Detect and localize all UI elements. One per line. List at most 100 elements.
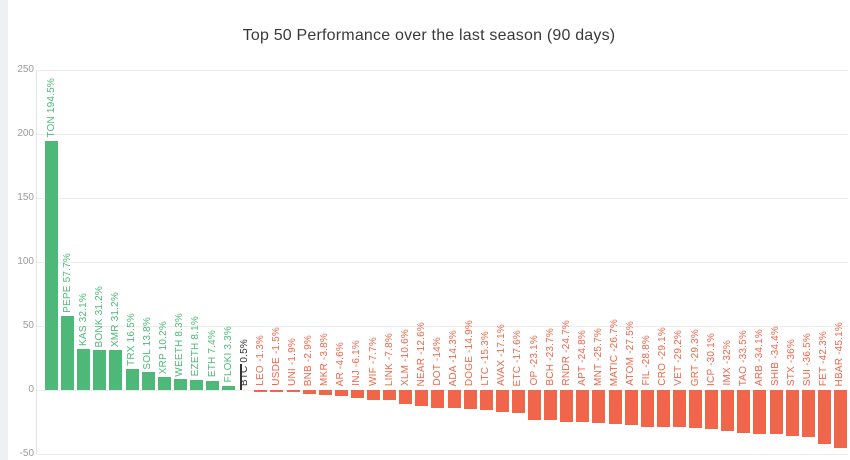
bar-grt[interactable] [689, 390, 702, 428]
bar-trx[interactable] [125, 368, 139, 390]
bar-etc[interactable] [511, 390, 525, 413]
bar-ar[interactable] [334, 390, 348, 396]
bar-wif[interactable] [367, 390, 380, 400]
bar-hbar[interactable] [833, 390, 847, 448]
bar-mnt[interactable] [592, 390, 606, 423]
bar-weeth[interactable] [173, 379, 187, 390]
bar-label-wif: WIF -7.7% [367, 336, 379, 386]
bar-bnb[interactable] [302, 390, 316, 394]
bar-arb[interactable] [753, 390, 767, 434]
bar-label-mkr: MKR -3.8% [319, 333, 331, 386]
bar-label-fil: FIL -28.8% [641, 335, 653, 386]
bar-label-mnt: MNT -25.7% [592, 328, 604, 386]
bar-label-near: NEAR -12.6% [415, 321, 427, 386]
bar-label-link: LINK -7.8% [383, 332, 395, 386]
bar-sui[interactable] [801, 390, 815, 437]
bar-label-dot: DOT -14% [431, 337, 443, 386]
y-axis-tick: 150 [17, 192, 34, 203]
chart-card: Top 50 Performance over the last season … [8, 0, 850, 460]
bar-fet[interactable] [817, 390, 831, 445]
bar-label-op: OP -23.1% [528, 335, 540, 386]
gridline [37, 134, 848, 135]
bar-label-bnb: BNB -2.9% [303, 334, 315, 386]
y-axis-tick: 250 [17, 64, 34, 75]
bar-label-bonk: BONK 31.2% [93, 285, 105, 348]
y-axis-tick: 100 [17, 256, 34, 267]
bar-doge[interactable] [463, 390, 477, 410]
bar-xrp[interactable] [157, 376, 171, 390]
bar-ton[interactable] [45, 141, 58, 390]
bar-label-ezeth: EZETH 8.1% [190, 316, 202, 377]
bar-avax[interactable] [495, 390, 509, 412]
bar-label-weeth: WEETH 8.3% [174, 312, 186, 377]
bar-label-eth: ETH 7.4% [206, 330, 218, 378]
bar-usde[interactable] [270, 390, 284, 392]
bar-icp[interactable] [705, 390, 719, 429]
y-axis-tick: 50 [22, 320, 34, 331]
bar-ltc[interactable] [479, 390, 493, 410]
bar-label-ltc: LTC -15.3% [480, 331, 492, 386]
btc-benchmark-marker [239, 364, 242, 390]
bar-label-trx: TRX 16.5% [126, 312, 137, 366]
bar-cro[interactable] [656, 390, 670, 428]
bar-label-imx: IMX -32% [721, 340, 733, 386]
chart-title: Top 50 Performance over the last season … [242, 27, 616, 44]
bar-label-ar: AR -4.6% [335, 341, 347, 386]
bar-matic[interactable] [608, 390, 622, 425]
bar-shib[interactable] [769, 390, 783, 435]
bar-floki[interactable] [222, 385, 236, 390]
bar-sol[interactable] [141, 372, 155, 390]
bar-bonk[interactable] [93, 350, 107, 390]
gridline [37, 454, 848, 455]
bar-label-pepe: PEPE 57.7% [61, 253, 73, 314]
bar-vet[interactable] [672, 390, 686, 428]
bar-label-xrp: XRP 10.2% [158, 320, 170, 374]
gridline [37, 262, 848, 263]
bar-label-arb: ARB -34.1% [753, 328, 765, 386]
bar-stx[interactable] [785, 390, 799, 437]
bar-pepe[interactable] [61, 316, 75, 390]
bar-imx[interactable] [721, 390, 735, 431]
bar-fil[interactable] [640, 390, 654, 427]
bar-label-inj: INJ -6.1% [351, 340, 363, 386]
bar-op[interactable] [528, 390, 541, 420]
bar-near[interactable] [415, 390, 429, 407]
bar-kas[interactable] [77, 348, 91, 390]
bar-label-vet: VET -29.2% [673, 330, 685, 386]
bar-inj[interactable] [350, 390, 364, 398]
bar-label-avax: AVAX -17.1% [496, 324, 508, 386]
bar-bch[interactable] [544, 390, 558, 421]
bar-xmr[interactable] [109, 350, 123, 390]
bar-link[interactable] [383, 390, 397, 400]
bar-label-stx: STX -36% [786, 338, 798, 386]
bar-eth[interactable] [206, 380, 219, 390]
bar-label-usde: USDE -1.5% [270, 327, 282, 386]
bar-tao[interactable] [737, 390, 751, 433]
bar-leo[interactable] [254, 390, 268, 392]
bar-ezeth[interactable] [189, 379, 203, 390]
y-axis-line [36, 70, 37, 454]
bar-label-fet: FET -42.3% [818, 330, 830, 386]
bar-label-ton: TON 194.5% [45, 78, 57, 139]
bar-uni[interactable] [286, 390, 300, 393]
bar-label-ada: ADA -14.3% [448, 329, 459, 386]
bar-label-grt: GRT -29.3% [689, 328, 701, 386]
bar-label-tao: TAO -33.5% [737, 329, 749, 386]
bar-label-shib: SHIB -34.4% [770, 325, 781, 386]
bar-label-rndr: RNDR -24.7% [560, 320, 572, 386]
bar-rndr[interactable] [560, 390, 574, 422]
bar-label-doge: DOGE -14.9% [464, 319, 476, 386]
bar-apt[interactable] [576, 390, 590, 422]
bar-label-etc: ETC -17.6% [512, 329, 524, 386]
bar-mkr[interactable] [318, 390, 332, 395]
bar-ada[interactable] [447, 390, 461, 409]
bar-chart: 250 200 150 100 50 0 -50 TON 194.5% PEPE 57.7% KA… [8, 0, 850, 460]
bar-label-matic: MATIC -26.7% [609, 318, 620, 386]
bar-xlm[interactable] [399, 390, 413, 404]
y-axis-tick: -50 [19, 448, 34, 459]
gridline [37, 70, 848, 71]
y-axis-tick: 200 [17, 128, 34, 139]
bar-atom[interactable] [624, 390, 638, 426]
bar-dot[interactable] [431, 390, 445, 408]
